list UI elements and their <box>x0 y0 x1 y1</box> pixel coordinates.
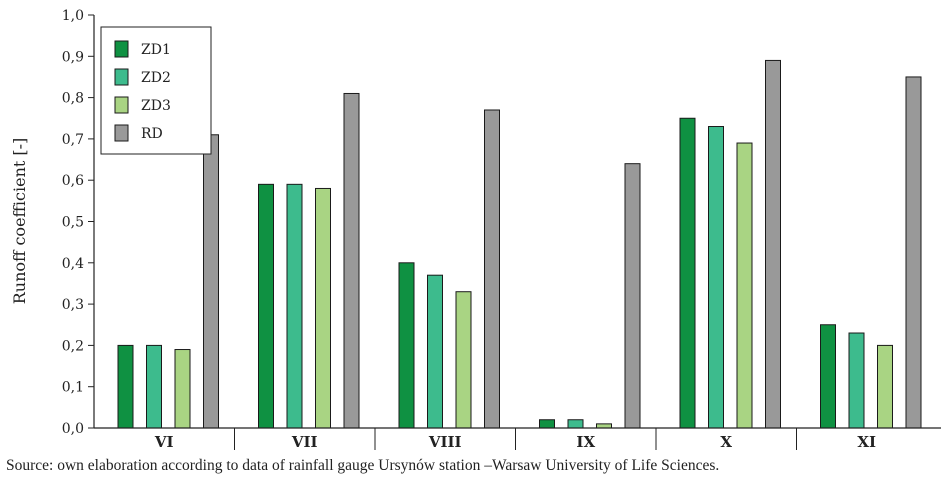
x-tick-label: X <box>720 433 732 451</box>
legend-swatch-rd <box>114 124 129 142</box>
y-tick-label: 0,4 <box>62 256 84 272</box>
y-tick-label: 0,8 <box>62 91 84 107</box>
x-tick-label: IX <box>576 433 595 451</box>
bar-zd2-xi <box>848 332 865 429</box>
runoff-coefficient-chart: 0,00,10,20,30,40,50,60,70,80,91,0 VI VII V… <box>10 8 941 451</box>
legend-label-zd3: ZD3 <box>141 98 171 114</box>
bar-zd2-viii <box>427 274 443 429</box>
bar-zd2-vii <box>286 183 303 429</box>
y-tick-label: 1,0 <box>62 8 84 24</box>
bar-zd1-viii <box>398 262 415 429</box>
bar-rd-x <box>765 59 781 429</box>
x-axis: VI VII VIII IX X XI <box>94 427 941 451</box>
y-tick-label: 0,7 <box>62 132 84 148</box>
y-tick-label: 0,1 <box>62 380 84 396</box>
y-tick-label: 0,3 <box>62 297 84 313</box>
legend: ZD1 ZD2 ZD3 RD <box>100 26 212 155</box>
y-tick-label: 0,5 <box>62 215 84 231</box>
bar-zd3-ix <box>596 423 612 429</box>
bar-zd3-vi <box>174 349 191 429</box>
bar-rd-xi <box>905 76 922 429</box>
legend-label-rd: RD <box>141 126 163 142</box>
bar-zd3-vii <box>315 187 331 429</box>
y-tick-label: 0,0 <box>62 421 84 437</box>
bar-rd-vii <box>343 92 360 429</box>
legend-swatch-zd2 <box>114 68 129 86</box>
bar-zd2-vi <box>146 344 162 429</box>
bars <box>117 59 922 429</box>
y-tick-label: 0,6 <box>62 173 84 189</box>
legend-label-zd2: ZD2 <box>141 70 171 86</box>
x-tick-label: VI <box>154 433 174 451</box>
legend-swatch-zd1 <box>114 40 129 58</box>
x-tick-label: VIII <box>428 433 462 451</box>
bar-rd-vi <box>203 134 219 429</box>
bar-zd1-x <box>679 117 696 429</box>
bar-zd1-xi <box>820 324 836 429</box>
bar-zd1-vi <box>117 344 134 429</box>
legend-swatch-zd3 <box>114 96 129 114</box>
x-tick-label: VII <box>291 433 318 451</box>
bar-zd1-vii <box>258 183 274 429</box>
source-note: Source: own elaboration according to dat… <box>6 457 720 474</box>
y-axis: 0,0 0,1 0,2 0,3 0,4 0,5 0,6 0,7 0,8 0,9 1,0 <box>62 8 95 437</box>
y-tick-label: 0,2 <box>62 338 84 354</box>
x-tick-label: XI <box>857 433 876 451</box>
bar-zd2-ix <box>567 419 584 429</box>
bar-zd2-x <box>708 126 724 429</box>
legend-label-zd1: ZD1 <box>141 42 171 58</box>
bar-rd-ix <box>624 163 641 429</box>
bar-zd3-viii <box>455 291 472 429</box>
bar-zd1-ix <box>539 419 555 429</box>
bar-zd3-x <box>736 142 753 429</box>
y-tick-label: 0,9 <box>62 49 84 65</box>
y-axis-label: Runoff coefficient [-] <box>10 138 29 305</box>
bar-rd-viii <box>484 109 500 429</box>
bar-zd3-xi <box>877 344 893 429</box>
